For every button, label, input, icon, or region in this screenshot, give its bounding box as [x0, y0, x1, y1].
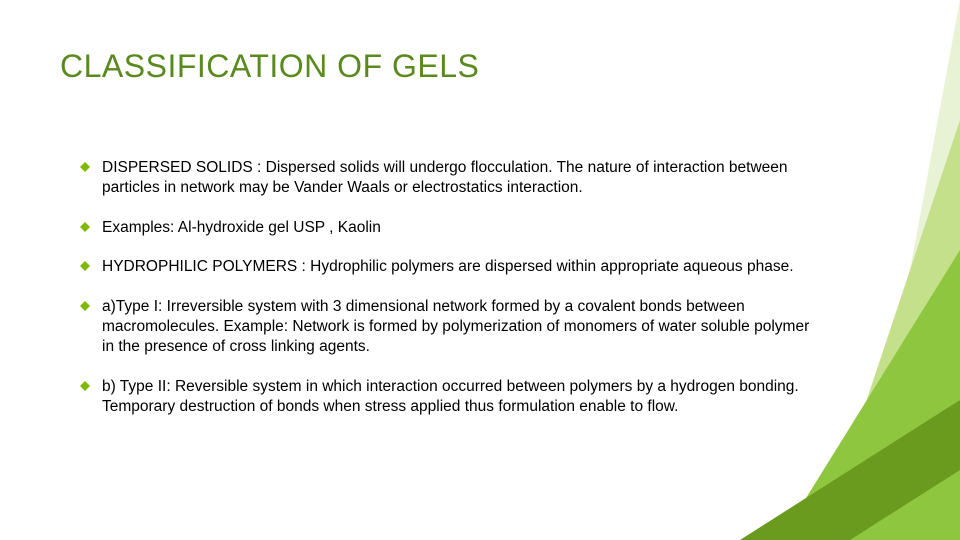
diamond-icon: [80, 222, 90, 232]
diamond-icon: [80, 381, 90, 391]
list-item: a)Type I: Irreversible system with 3 dim…: [80, 297, 820, 356]
diamond-icon: [80, 261, 90, 271]
slide-title: CLASSIFICATION OF GELS: [60, 48, 479, 85]
bullet-icon: [80, 297, 102, 315]
diamond-icon: [80, 301, 90, 311]
list-item: HYDROPHILIC POLYMERS : Hydrophilic polym…: [80, 257, 820, 277]
list-item-text: Examples: Al-hydroxide gel USP , Kaolin: [102, 218, 820, 238]
list-item: DISPERSED SOLIDS : Dispersed solids will…: [80, 158, 820, 198]
list-item: Examples: Al-hydroxide gel USP , Kaolin: [80, 218, 820, 238]
list-item-text: DISPERSED SOLIDS : Dispersed solids will…: [102, 158, 820, 198]
list-item: b) Type II: Reversible system in which i…: [80, 377, 820, 417]
bullet-list: DISPERSED SOLIDS : Dispersed solids will…: [80, 158, 820, 436]
deco-shape: [820, 120, 960, 540]
bullet-icon: [80, 158, 102, 176]
list-item-text: HYDROPHILIC POLYMERS : Hydrophilic polym…: [102, 257, 820, 277]
bullet-icon: [80, 377, 102, 395]
list-item-text: b) Type II: Reversible system in which i…: [102, 377, 820, 417]
bullet-icon: [80, 257, 102, 275]
bullet-icon: [80, 218, 102, 236]
list-item-text: a)Type I: Irreversible system with 3 dim…: [102, 297, 820, 356]
deco-shape: [850, 470, 960, 540]
slide: CLASSIFICATION OF GELS DISPERSED SOLIDS …: [0, 0, 960, 540]
diamond-icon: [80, 162, 90, 172]
deco-shape: [860, 0, 960, 540]
